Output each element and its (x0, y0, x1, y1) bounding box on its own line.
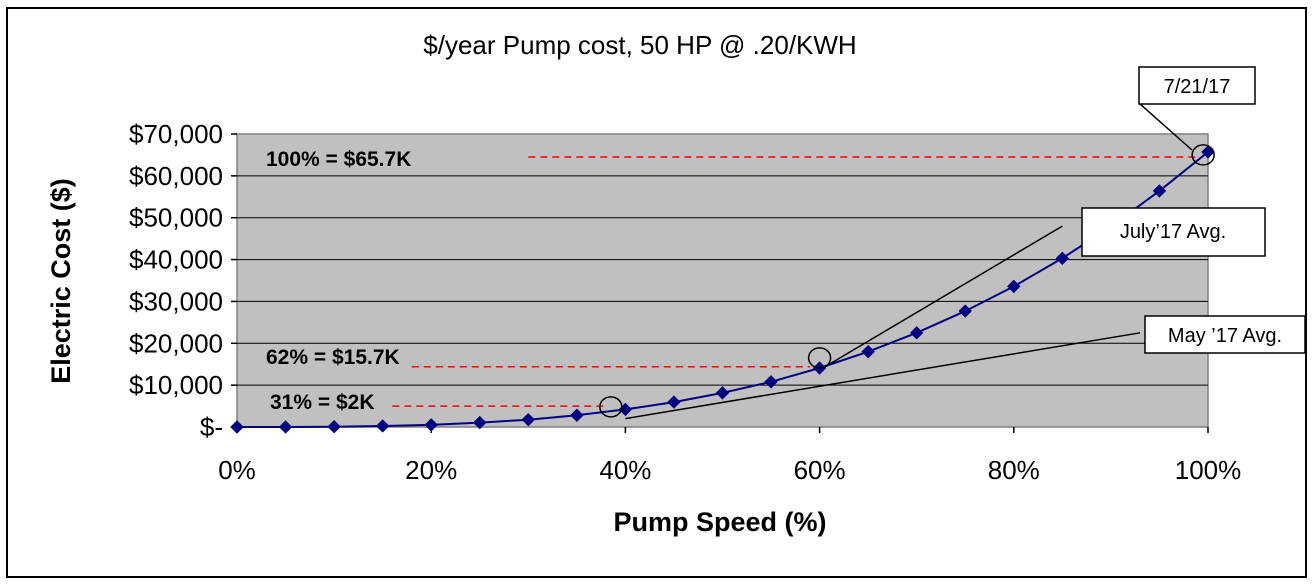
data-point (764, 375, 778, 389)
x-tick-label: 80% (988, 455, 1040, 485)
callout-date-box (1138, 66, 1256, 105)
plot-area (236, 133, 1209, 428)
may-trend (625, 332, 1141, 420)
callout-may: May ’17 Avg. (1168, 325, 1282, 347)
data-point (1055, 251, 1070, 266)
data-point (1152, 184, 1167, 198)
trend-lines (625, 225, 1141, 420)
x-tick-label: 40% (599, 455, 651, 485)
data-point (570, 408, 584, 422)
data-point (861, 344, 875, 359)
data-point (1007, 279, 1021, 294)
x-axis-label: Pump Speed (%) (613, 507, 826, 537)
callout-date-leader (1139, 103, 1193, 151)
data-point (278, 420, 293, 434)
x-tick-label: 100% (1175, 455, 1242, 485)
y-axis-label: Electric Cost ($) (46, 178, 76, 384)
callout-date: 7/21/17 (1164, 76, 1231, 98)
data-point (327, 419, 341, 434)
ref-label-62: 62% = $15.7K (266, 346, 400, 369)
data-point (473, 415, 487, 430)
x-tick-label: 20% (405, 455, 457, 485)
y-tick-label: $50,000 (129, 203, 223, 233)
data-point (958, 304, 972, 318)
marker-circle-60 (807, 347, 832, 369)
marker-circle-40 (599, 396, 623, 418)
gridlines (237, 175, 1208, 386)
reference-lines (392, 156, 1199, 407)
callout-may-box (1144, 315, 1306, 354)
data-point (909, 326, 924, 340)
y-tick-label: $70,000 (129, 119, 223, 149)
x-tick-label: 60% (794, 455, 846, 485)
data-point (521, 412, 536, 427)
data-point (424, 418, 438, 432)
callout-july-box (1081, 207, 1266, 257)
x-tick-label: 0% (218, 455, 256, 485)
july-trend (828, 225, 1063, 365)
data-point (230, 420, 244, 434)
y-tick-label: $- (200, 412, 223, 442)
data-point (667, 395, 681, 409)
highlight-circles (599, 144, 1215, 418)
x-axis-ticks: 0% 20% 40% 60% 80% 100% (218, 427, 1241, 485)
chart-title: $/year Pump cost, 50 HP @ .20/KWH (423, 30, 856, 60)
callout-july: July’17 Avg. (1120, 221, 1226, 243)
y-tick-label: $30,000 (129, 286, 223, 316)
y-tick-label: $20,000 (129, 328, 223, 358)
ref-label-100: 100% = $65.7K (266, 148, 411, 171)
data-point (715, 386, 730, 400)
marker-circle-100 (1191, 144, 1215, 166)
data-point (375, 419, 390, 433)
y-tick-label: $60,000 (129, 161, 223, 191)
ref-label-31: 31% = $2K (270, 391, 375, 414)
y-axis-ticks: $- $10,000 $20,000 $30,000 $40,000 $50,000 $60… (129, 119, 237, 442)
y-tick-label: $10,000 (129, 370, 223, 400)
y-tick-label: $40,000 (129, 245, 223, 275)
